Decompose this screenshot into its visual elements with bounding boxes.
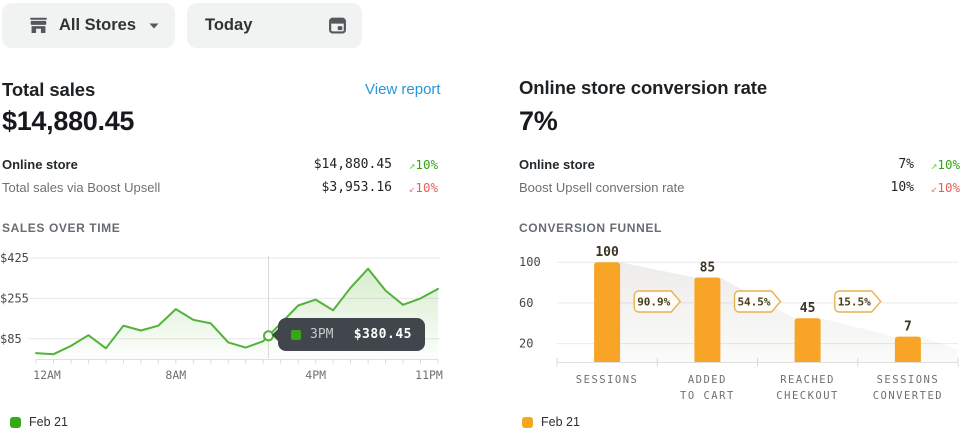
trend-arrow-icon: ↗	[930, 159, 938, 172]
y-axis-label: 60	[519, 296, 533, 310]
date-selector-label: Today	[205, 16, 253, 34]
metric-value: 10%	[890, 180, 914, 195]
sales-over-time-heading: SALES OVER TIME	[2, 221, 121, 235]
y-axis-label: 100	[519, 255, 541, 269]
metric-row: Boost Upsell conversion rate 10% ↙10%	[519, 176, 960, 199]
metric-change-badge: ↗10%	[408, 157, 438, 172]
funnel-category-label: REACHED	[780, 374, 835, 386]
trend-arrow-icon: ↗	[408, 159, 416, 172]
metric-value: 7%	[898, 157, 914, 172]
date-selector-button[interactable]: Today	[187, 3, 362, 48]
metric-value: $3,953.16	[321, 180, 392, 195]
total-sales-breakdown: Online store $14,880.45 ↗10% Total sales vi…	[2, 153, 438, 199]
conversion-funnel-heading: CONVERSION FUNNEL	[519, 221, 662, 235]
conversion-rate-badge	[633, 290, 682, 313]
metric-label: Online store	[2, 157, 78, 172]
conversion-rate-title: Online store conversion rate	[519, 77, 768, 98]
funnel-bar[interactable]	[694, 277, 721, 363]
metric-change-badge: ↙10%	[930, 180, 960, 195]
tooltip-value: $380.45	[353, 327, 412, 342]
funnel-category-label: TO CART	[680, 390, 735, 402]
funnel-category-label: CHECKOUT	[776, 390, 839, 402]
conversion-funnel-chart[interactable]: 100 60 20 100 85 45 7 90.9% 54.5% 15.5% SESSIONS AD…	[518, 245, 960, 410]
trend-arrow-icon: ↙	[408, 182, 416, 195]
calendar-icon	[329, 17, 346, 34]
conversion-rate-label: 90.9%	[637, 296, 670, 309]
funnel-bar[interactable]	[894, 336, 921, 362]
storefront-icon	[30, 17, 47, 34]
funnel-legend: Feb 21	[522, 415, 580, 429]
tooltip-time: 3PM	[310, 327, 334, 342]
bar-value-label: 45	[800, 301, 816, 316]
conversion-rate-badge	[834, 290, 882, 313]
total-sales-value: $14,880.45	[2, 106, 135, 136]
store-selector-label: All Stores	[59, 16, 137, 34]
bar-value-label: 100	[595, 245, 619, 260]
legend-swatch-orange	[522, 416, 533, 428]
view-report-link[interactable]: View report	[365, 81, 441, 98]
conversion-breakdown: Online store 7% ↗10% Boost Upsell conversio…	[519, 153, 960, 199]
chevron-down-icon	[149, 23, 159, 28]
conversion-rate-value: 7%	[519, 106, 558, 136]
legend-label: Feb 21	[29, 415, 68, 429]
y-axis-label: $425	[0, 251, 29, 265]
x-axis-label: 11PM	[415, 368, 443, 382]
trend-arrow-icon: ↙	[930, 182, 938, 195]
funnel-bar[interactable]	[594, 262, 621, 362]
metric-label: Total sales via Boost Upsell	[2, 180, 161, 195]
bar-value-label: 7	[904, 320, 912, 335]
conversion-rate-label: 15.5%	[838, 296, 871, 309]
chart-tooltip: 3PM $380.45	[272, 318, 425, 351]
y-axis-label: $255	[0, 291, 29, 305]
funnel-category-label: SESSIONS	[877, 374, 940, 386]
metric-label: Online store	[519, 157, 595, 172]
funnel-category-label: CONVERTED	[873, 390, 943, 402]
metric-value: $14,880.45	[313, 157, 392, 172]
metric-change-badge: ↙10%	[408, 180, 438, 195]
legend-label: Feb 21	[541, 415, 580, 429]
x-axis-label: 12AM	[33, 368, 61, 382]
metric-row: Online store $14,880.45 ↗10%	[2, 153, 438, 176]
funnel-category-label: ADDED	[688, 374, 727, 386]
metric-row: Total sales via Boost Upsell $3,953.16 ↙10…	[2, 176, 438, 199]
funnel-category-label: SESSIONS	[576, 374, 639, 386]
store-selector-button[interactable]: All Stores	[2, 3, 175, 48]
x-axis-label: 4PM	[305, 368, 326, 382]
funnel-bar[interactable]	[794, 318, 821, 362]
bar-value-label: 85	[700, 261, 716, 276]
sales-legend: Feb 21	[10, 415, 68, 429]
metric-change-badge: ↗10%	[930, 157, 960, 172]
conversion-rate-badge	[733, 290, 782, 313]
total-sales-title: Total sales	[2, 79, 96, 100]
metric-row: Online store 7% ↗10%	[519, 153, 960, 176]
metric-label: Boost Upsell conversion rate	[519, 180, 685, 195]
conversion-rate-label: 54.5%	[737, 296, 770, 309]
y-axis-label: $85	[0, 332, 22, 346]
legend-swatch-green	[10, 416, 21, 428]
tooltip-series-swatch	[291, 329, 301, 340]
y-axis-label: 20	[519, 337, 533, 351]
x-axis-label: 8AM	[165, 368, 186, 382]
sales-line[interactable]	[35, 267, 439, 356]
